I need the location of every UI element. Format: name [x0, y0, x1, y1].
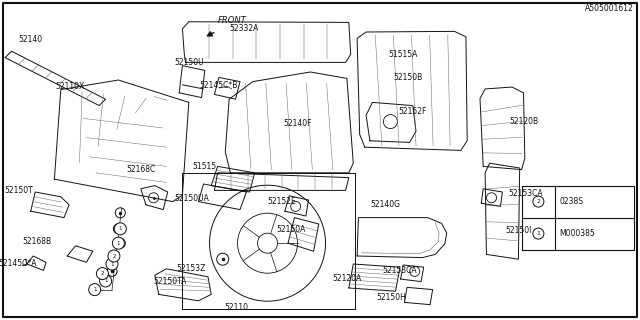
Circle shape: [113, 237, 124, 249]
Text: 52152F: 52152F: [399, 108, 427, 116]
Circle shape: [97, 268, 108, 280]
Text: 52153Z: 52153Z: [176, 264, 205, 273]
Circle shape: [89, 284, 100, 296]
Text: 52150A: 52150A: [276, 225, 306, 234]
Text: 52150UA: 52150UA: [175, 194, 209, 203]
Text: 52140: 52140: [19, 36, 43, 44]
Text: 0238S: 0238S: [559, 197, 584, 206]
Text: A505001612: A505001612: [585, 4, 634, 13]
Circle shape: [108, 250, 120, 262]
Circle shape: [217, 253, 228, 265]
Text: 52120B: 52120B: [509, 117, 538, 126]
Text: 1: 1: [110, 261, 114, 267]
Text: 51515: 51515: [193, 162, 217, 171]
Text: 52150B: 52150B: [394, 73, 423, 82]
Text: 1: 1: [104, 278, 108, 284]
Text: 52150H: 52150H: [377, 293, 406, 302]
Circle shape: [115, 223, 126, 235]
Circle shape: [100, 275, 111, 287]
Text: 52150T: 52150T: [5, 186, 33, 195]
Circle shape: [533, 228, 544, 239]
Text: 52120A: 52120A: [332, 274, 362, 283]
Circle shape: [106, 258, 118, 270]
Text: 52150I: 52150I: [505, 226, 532, 235]
Text: 52140G: 52140G: [371, 200, 400, 209]
Text: 1: 1: [118, 226, 122, 231]
Text: 52153CA: 52153CA: [383, 266, 417, 275]
Text: 52153CA: 52153CA: [509, 189, 543, 198]
Text: 52150TA: 52150TA: [153, 277, 186, 286]
Text: 52332A: 52332A: [230, 24, 259, 33]
Text: 52168C: 52168C: [126, 165, 156, 174]
Text: 1: 1: [116, 241, 120, 246]
Text: 52140F: 52140F: [284, 119, 312, 128]
Text: 52110: 52110: [225, 303, 249, 312]
Text: 1: 1: [93, 287, 97, 292]
Text: 52145C*B: 52145C*B: [200, 81, 238, 90]
Text: 52110X: 52110X: [56, 82, 85, 91]
Text: 2: 2: [536, 199, 540, 204]
Text: 2: 2: [112, 253, 116, 259]
Text: 52150U: 52150U: [174, 58, 204, 67]
Circle shape: [533, 196, 544, 207]
Text: 51515A: 51515A: [388, 50, 418, 59]
Text: 52145C*A: 52145C*A: [0, 260, 37, 268]
Text: 52152E: 52152E: [268, 197, 296, 206]
Text: 1: 1: [536, 231, 540, 236]
Text: FRONT: FRONT: [218, 16, 246, 25]
Text: 2: 2: [100, 271, 104, 276]
Text: 52168B: 52168B: [22, 237, 52, 246]
Text: M000385: M000385: [559, 229, 595, 238]
